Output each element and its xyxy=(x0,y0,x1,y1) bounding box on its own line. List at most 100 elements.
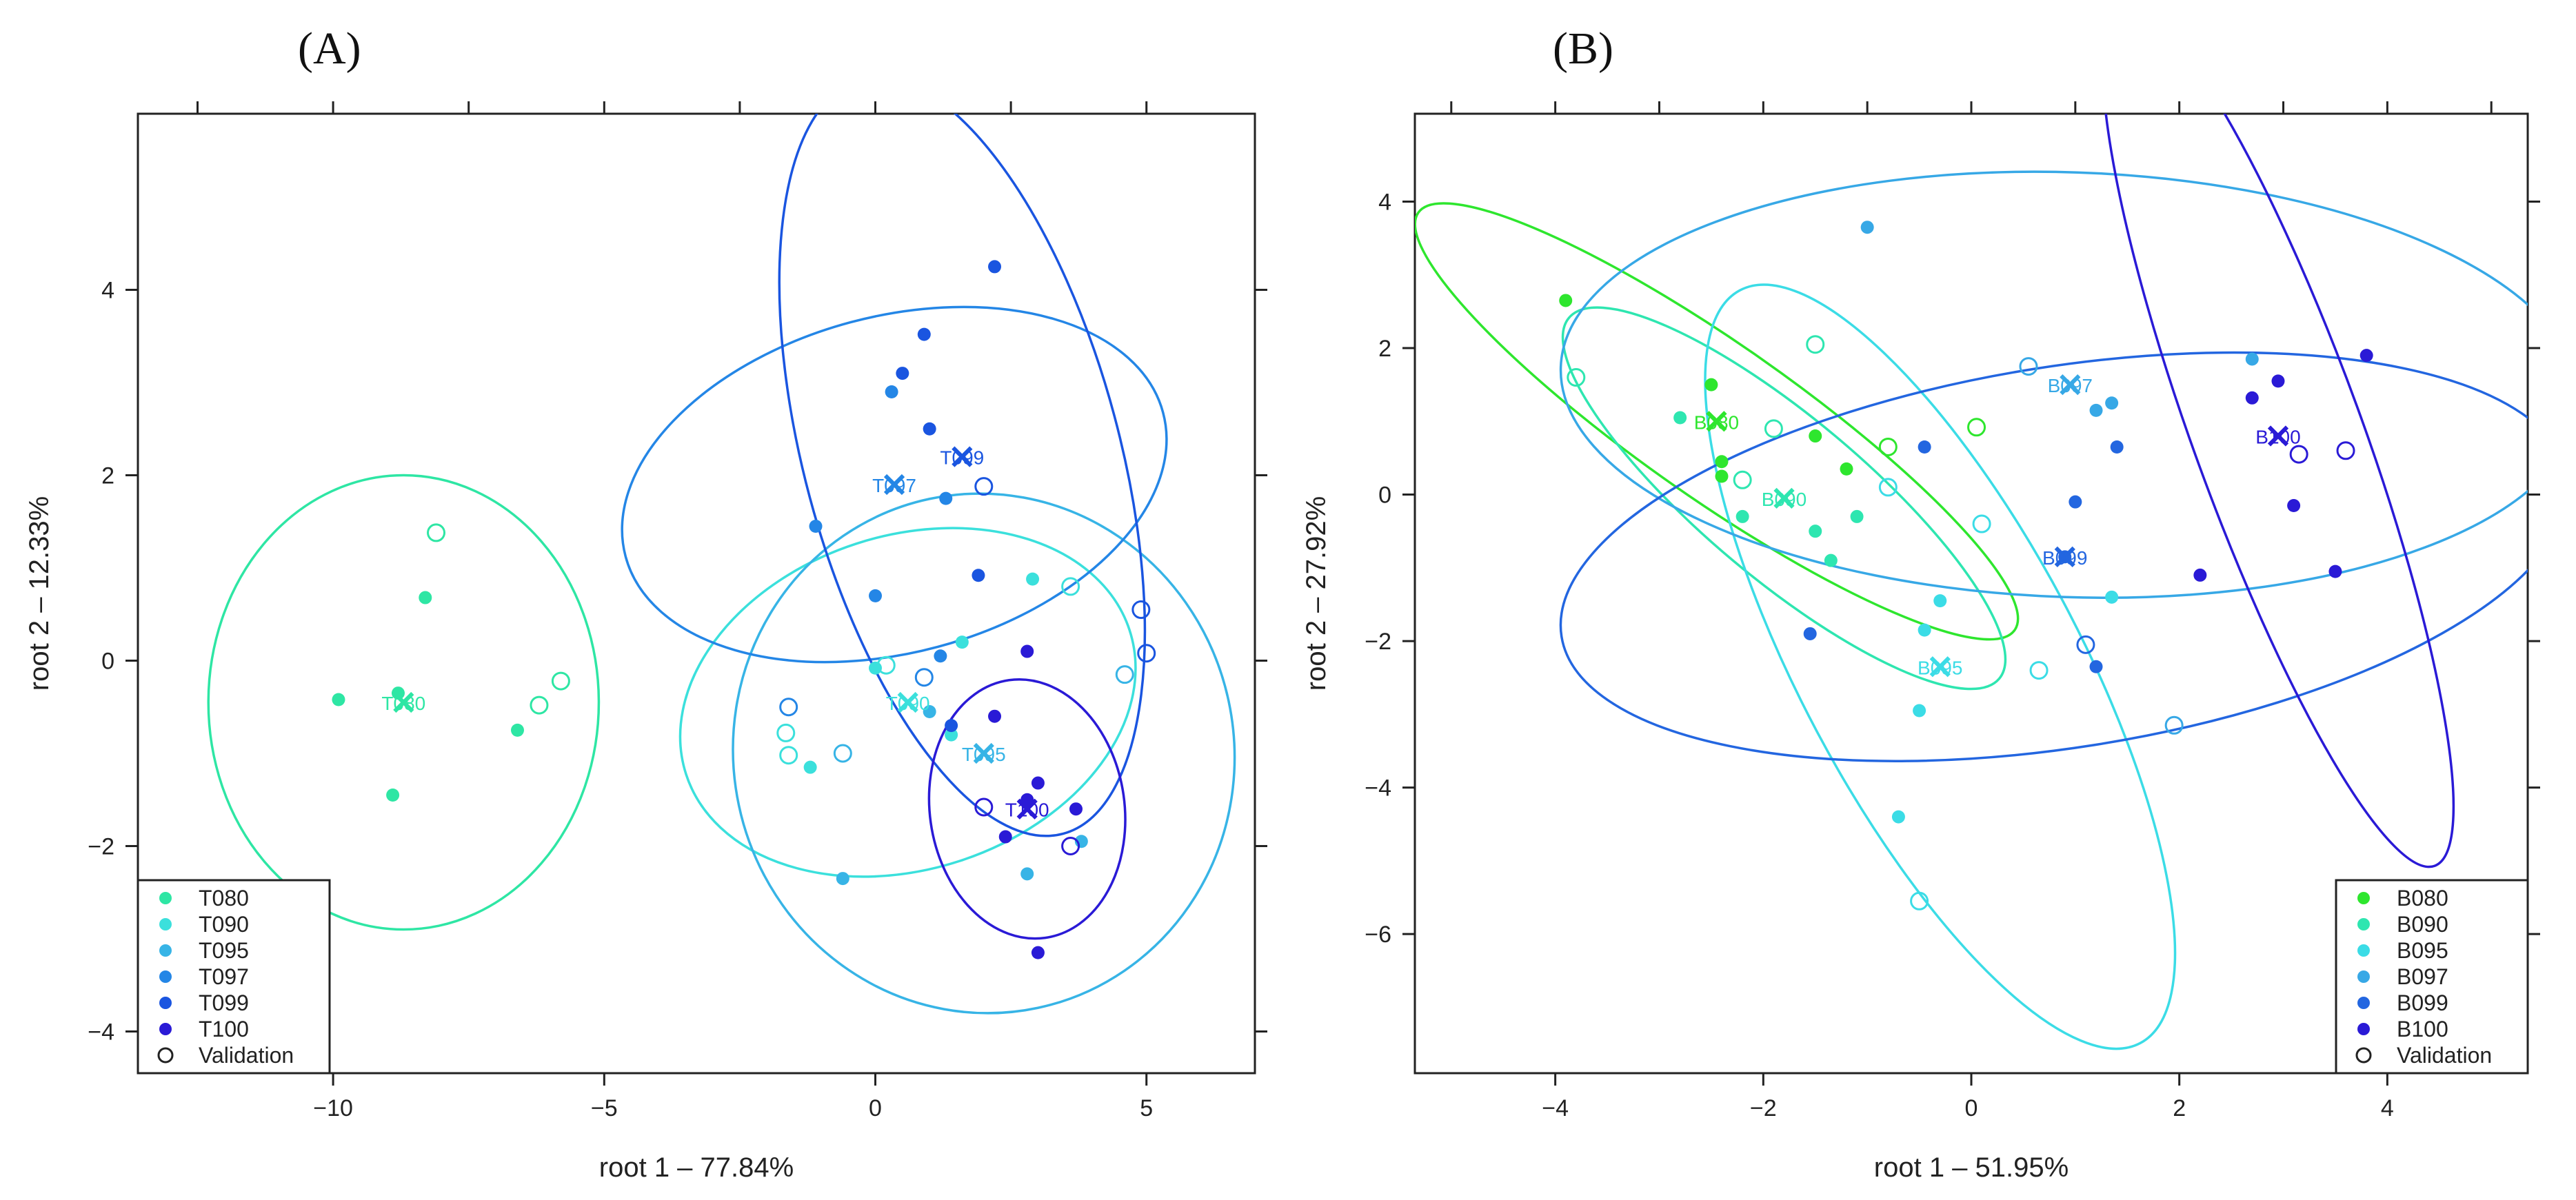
point-t090 xyxy=(803,760,817,774)
centroid-label: B080 xyxy=(1694,411,1739,433)
y-tick-label: 0 xyxy=(1378,482,1391,509)
legend-marker xyxy=(159,997,172,1009)
x-tick-label: 5 xyxy=(1140,1095,1153,1121)
point-b099 xyxy=(2069,495,2082,509)
legend-marker xyxy=(159,970,172,983)
legend-marker xyxy=(159,918,172,930)
legend-marker xyxy=(2357,918,2370,930)
centroid-marker xyxy=(883,474,905,496)
centroid-t095: T095 xyxy=(962,742,1006,765)
y-tick-label: −6 xyxy=(1365,922,1391,948)
panel-b: (B) −4 −2 0 2 4 −6 −4 −2 0 2 4 root 1 – 51.95% root 2… xyxy=(1301,23,2540,1183)
x-tick-label: 4 xyxy=(2381,1095,2394,1121)
centroid-b099: B099 xyxy=(2042,546,2087,569)
validation-point-t080 xyxy=(530,695,549,715)
centroid-marker xyxy=(952,446,973,467)
validation-point-t095 xyxy=(833,744,852,763)
plot-area: T080 T090 T095 T097 T099 T100 xyxy=(207,114,1236,1015)
validation-point-b100 xyxy=(2289,445,2308,464)
point-t100 xyxy=(998,830,1012,844)
validation-point-b095 xyxy=(1972,514,1991,533)
point-t095 xyxy=(1020,867,1034,881)
point-b100 xyxy=(2328,565,2342,578)
point-t099 xyxy=(917,327,931,341)
validation-point-b095 xyxy=(2029,661,2049,680)
point-t097 xyxy=(869,589,883,602)
legend-marker xyxy=(2357,1023,2370,1035)
validation-point-b080 xyxy=(1967,418,1986,437)
legend-marker xyxy=(2357,892,2370,904)
point-t097 xyxy=(939,491,953,505)
validation-point-b095 xyxy=(1878,478,1898,497)
point-b095 xyxy=(1891,810,1905,824)
y-axis-label: root 2 – 12.33% xyxy=(24,496,54,691)
ellipse-b099 xyxy=(1559,351,2528,762)
point-b080 xyxy=(1715,469,1729,483)
centroid-label: B100 xyxy=(2255,427,2300,448)
point-t080 xyxy=(510,723,524,737)
point-b090 xyxy=(1850,509,1864,523)
legend-marker xyxy=(2357,970,2370,983)
centroid-marker xyxy=(2054,546,2075,567)
point-b097 xyxy=(2089,403,2103,417)
point-b100 xyxy=(2271,374,2285,388)
y-tick-label: 4 xyxy=(1378,190,1391,216)
legend-marker xyxy=(2357,997,2370,1009)
centroid-marker xyxy=(2267,425,2289,447)
validation-point-t080 xyxy=(427,523,446,542)
validation-point-b097 xyxy=(2164,715,2184,735)
x-tick-label: −2 xyxy=(1750,1095,1777,1121)
point-b099 xyxy=(2110,440,2124,454)
y-axis-label: root 2 – 27.92% xyxy=(1301,496,1331,691)
validation-point-b097 xyxy=(2019,357,2038,376)
point-b099 xyxy=(1803,627,1817,640)
validation-point-t080 xyxy=(551,671,570,691)
point-t090 xyxy=(1026,572,1040,586)
point-b100 xyxy=(2287,498,2301,512)
centroid-marker xyxy=(973,742,994,764)
point-b080 xyxy=(1559,294,1573,307)
point-b095 xyxy=(1933,594,1947,608)
legend-label: T100 xyxy=(199,1017,249,1041)
ellipse-t097 xyxy=(621,305,1168,664)
validation-point-b095 xyxy=(1910,891,1929,911)
x-axis-label: root 1 – 51.95% xyxy=(1874,1152,2069,1183)
point-t099 xyxy=(923,422,936,436)
point-b080 xyxy=(1840,462,1853,476)
y-tick-label: 0 xyxy=(101,649,114,675)
ellipse-b090 xyxy=(1561,306,2007,691)
point-b080 xyxy=(1715,455,1729,469)
centroid-label: B090 xyxy=(1762,489,1807,510)
ellipse-b080 xyxy=(1415,202,2020,641)
y-tick-label: 4 xyxy=(101,278,114,304)
point-t100 xyxy=(1031,946,1045,959)
point-b095 xyxy=(1918,623,1931,637)
validation-point-t100 xyxy=(974,797,994,817)
x-tick-label: −10 xyxy=(313,1095,353,1121)
point-b080 xyxy=(1704,378,1718,391)
centroid-label: T080 xyxy=(381,693,425,714)
point-t099 xyxy=(945,719,958,733)
legend-marker xyxy=(159,892,172,904)
centroid-t099: T099 xyxy=(940,446,984,469)
centroid-t097: T097 xyxy=(872,474,916,496)
centroid-marker xyxy=(1773,487,1795,509)
validation-point-t090 xyxy=(1061,577,1080,596)
point-t080 xyxy=(332,693,345,706)
ellipse-b095 xyxy=(1704,283,2177,1050)
centroid-label: T097 xyxy=(872,475,916,496)
validation-point-t099 xyxy=(1131,600,1151,620)
legend-marker xyxy=(159,944,172,957)
plot-frame xyxy=(137,112,1256,1075)
validation-point-t099 xyxy=(1137,644,1156,663)
point-b100 xyxy=(2245,391,2259,405)
panel-a: (A) −10 −5 0 5 −4 −2 0 2 4 root 1 – 77.84% root 2 –… xyxy=(24,23,1267,1183)
validation-point-t100 xyxy=(1061,836,1080,855)
point-b099 xyxy=(2089,660,2103,673)
point-b097 xyxy=(2245,352,2259,366)
centroid-label: B095 xyxy=(1918,657,1962,678)
centroid-label: B099 xyxy=(2042,547,2087,569)
point-t095 xyxy=(836,872,849,886)
